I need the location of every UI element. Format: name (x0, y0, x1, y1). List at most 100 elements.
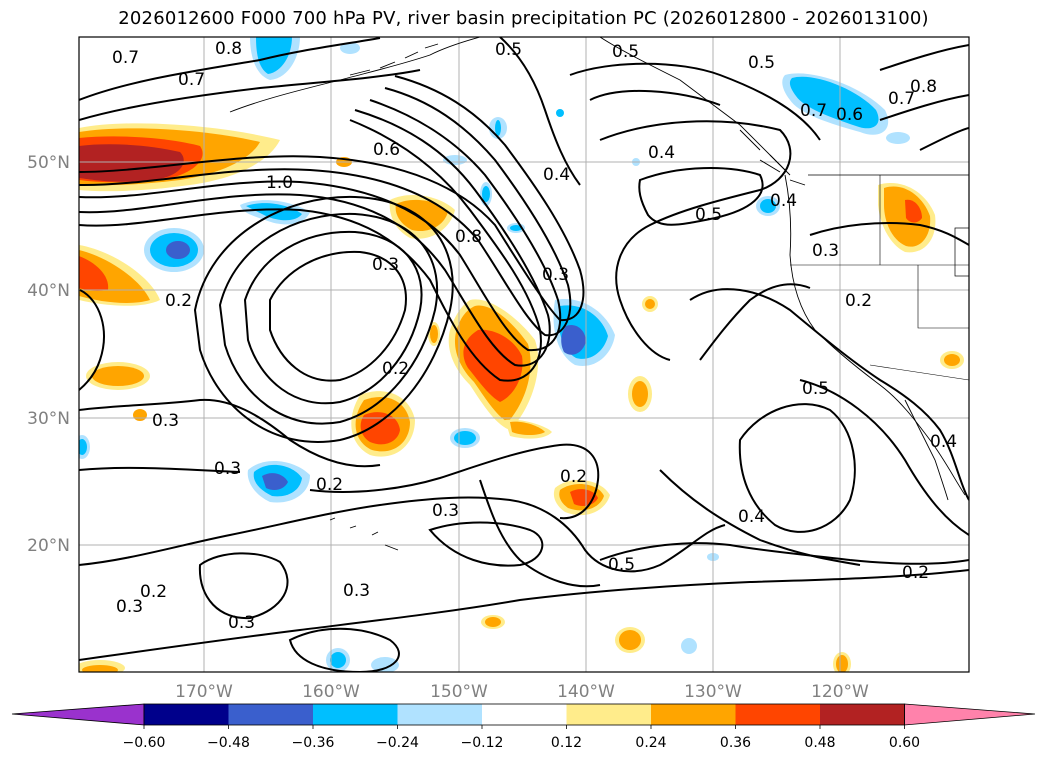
colorbar-swatch (228, 704, 313, 725)
contour-label: 0.4 (930, 432, 957, 452)
contour-line (79, 99, 562, 352)
contour-line (79, 443, 600, 520)
contour-line (599, 120, 792, 361)
contour-label: 0.6 (373, 140, 400, 160)
contour-label: 0.5 (495, 40, 522, 60)
shade-pos-blob (82, 665, 118, 672)
contour-label: 0.4 (648, 143, 675, 163)
shade-neg-blob (256, 37, 292, 74)
contour-line (428, 521, 544, 567)
colorbar-tick-label: −0.36 (292, 735, 335, 751)
shade-neg-blob (262, 473, 288, 490)
colorbar-right-arrow (904, 703, 1036, 726)
contour-line (919, 127, 969, 151)
shade-neg-blob (166, 241, 190, 259)
border-us-states (790, 175, 969, 329)
colorbar-swatch (482, 704, 567, 725)
shade-pos-blob (430, 325, 438, 343)
colorbar-tick-label: −0.12 (461, 735, 504, 751)
contour-label: 0.6 (836, 105, 863, 125)
colorbar-swatch (397, 704, 482, 725)
coastline-bc (599, 37, 786, 171)
contour-label: 0.7 (888, 89, 915, 109)
border-mexico (869, 364, 969, 381)
colorbar-left-arrow (11, 703, 145, 726)
lon-tick-label: 120°W (811, 682, 869, 702)
contour-label: 0.4 (738, 507, 765, 527)
contour-label: 0.3 (116, 597, 143, 617)
contour-label: 0.2 (140, 582, 167, 602)
shade-pos-blob (463, 329, 523, 402)
contour-label: 0.3 (542, 265, 569, 285)
shade-pos-blob (79, 144, 184, 182)
shade-neg-blob (371, 657, 399, 672)
coastline-west-us (784, 174, 966, 496)
colorbar-ticks (143, 725, 905, 729)
shade-neg-blob (789, 76, 879, 129)
colorbar-tick-label: 0.36 (720, 735, 751, 751)
shade-pos-blob (632, 381, 648, 407)
contour-line (599, 542, 969, 565)
contour-line (809, 222, 969, 246)
contour-label: 0.5 (608, 555, 635, 575)
colorbar-tick-label: 0.24 (635, 735, 666, 751)
contour-line (689, 288, 969, 501)
contour-label: 0.2 (560, 467, 587, 487)
contour-line (193, 195, 454, 443)
lon-tick-label: 150°W (430, 682, 488, 702)
contour-label: 0.8 (215, 39, 242, 59)
contour-line (198, 552, 289, 620)
lat-tick-label: 30°N (27, 409, 70, 429)
contour-label: 0.5 (802, 379, 829, 399)
contour-line (218, 212, 439, 425)
contour-line (79, 87, 572, 337)
contour-label: 0.7 (112, 48, 139, 68)
lon-tick-label: 170°W (175, 682, 233, 702)
contour-label: 0.5 (612, 42, 639, 62)
shade-pos-blob (905, 199, 922, 223)
contour-line (79, 69, 421, 121)
contour-line (699, 283, 811, 361)
coastline-alaska (229, 37, 481, 113)
contour-label: 0.2 (845, 291, 872, 311)
contour-line (499, 37, 581, 186)
colorbar-tick-label: 0.48 (804, 735, 835, 751)
colorbar-swatch (313, 704, 398, 725)
contour-label: 0.3 (228, 613, 255, 633)
contour-line (79, 119, 542, 382)
shade-pos-blob (944, 354, 960, 366)
contour-line (799, 379, 969, 536)
shade-neg-blob (886, 132, 910, 144)
contour-label: 0.2 (902, 563, 929, 583)
shade-pos-blob (133, 409, 147, 421)
coastline-baja (904, 399, 949, 501)
shade-neg-blob (510, 225, 522, 231)
contour-label: 1.0 (266, 173, 293, 193)
contour-label: 0.2 (316, 475, 343, 495)
colorbar-tick-label: −0.48 (207, 735, 250, 751)
contour-label: 0.7 (178, 70, 205, 90)
lat-tick-label: 50°N (27, 153, 70, 173)
shade-pos-blob (485, 617, 501, 627)
contour-line (79, 75, 585, 322)
shade-neg-blob (556, 109, 564, 117)
lon-tick-label: 140°W (557, 682, 615, 702)
map-panel: 0.8 0.7 0.7 0.5 0.5 0.5 0.7 0.8 0.7 0.6 … (79, 37, 969, 672)
colorbar-tick-label: −0.60 (123, 735, 166, 751)
colorbar-swatch (566, 704, 651, 725)
lat-tick-label: 40°N (27, 281, 70, 301)
contour-line (269, 250, 407, 382)
contour-line (288, 627, 400, 672)
lon-axis: 170°W 160°W 150°W 140°W 130°W 120°W (175, 682, 869, 702)
map-frame (78, 36, 970, 673)
colorbar-tick-label: 0.60 (889, 735, 920, 751)
shade-neg-blob (760, 199, 776, 213)
contour-labels: 0.8 0.7 0.7 0.5 0.5 0.5 0.7 0.8 0.7 0.6 … (112, 39, 957, 633)
contour-label: 0.3 (343, 581, 370, 601)
coastline-bc-islands (739, 129, 806, 186)
shade-pos-blob (92, 366, 144, 386)
shade-neg-blob (495, 120, 501, 136)
contour-line (589, 89, 721, 106)
contour-label: 0.8 (910, 77, 937, 97)
